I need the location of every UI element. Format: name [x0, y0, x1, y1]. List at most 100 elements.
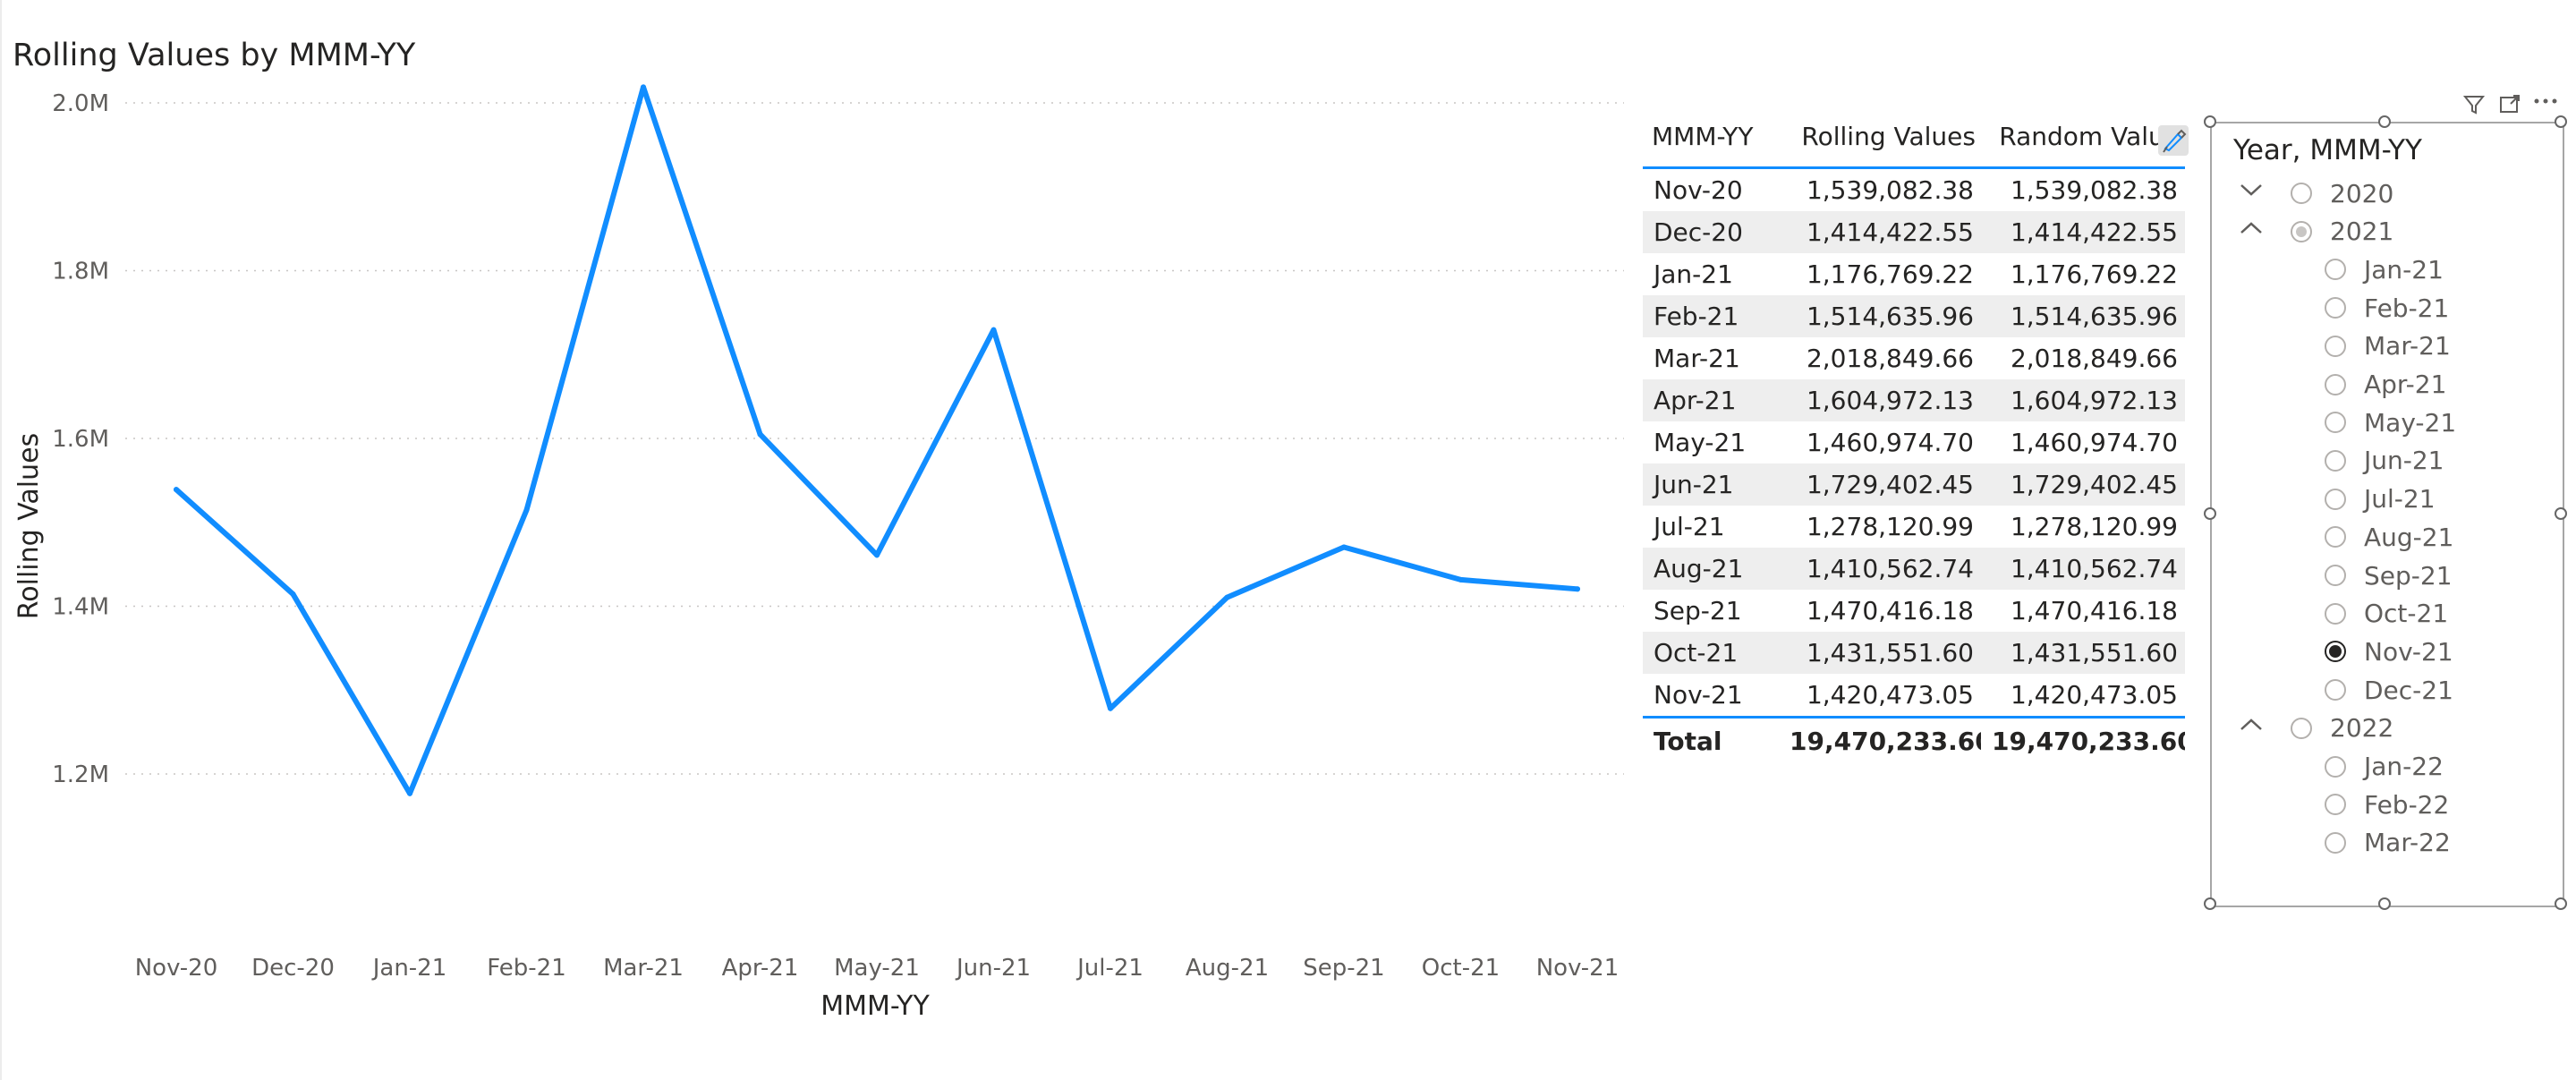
radio-icon[interactable]	[2325, 259, 2346, 281]
table-row[interactable]: Dec-20 1,414,422.55 1,414,422.55	[1643, 211, 2185, 253]
table-row[interactable]: Nov-20 1,539,082.38 1,539,082.38	[1643, 168, 2185, 212]
radio-icon[interactable]	[2325, 373, 2346, 395]
radio-icon[interactable]	[2325, 335, 2346, 357]
resize-handle[interactable]	[2204, 115, 2216, 128]
data-point[interactable]	[290, 591, 296, 597]
slicer-item[interactable]: Mar-22	[2325, 825, 2451, 861]
radio-icon[interactable]	[2325, 449, 2346, 472]
table-row[interactable]: Mar-21 2,018,849.66 2,018,849.66	[1643, 337, 2185, 379]
table-row[interactable]: Nov-21 1,420,473.05 1,420,473.05	[1643, 674, 2185, 719]
column-header-random-value[interactable]: Random Value	[1981, 106, 2185, 169]
slicer-item[interactable]: Oct-21	[2325, 596, 2448, 632]
table-row[interactable]: May-21 1,460,974.70 1,460,974.70	[1643, 421, 2185, 463]
slicer-item[interactable]: Jul-21	[2325, 481, 2436, 517]
slicer-item[interactable]: Aug-21	[2325, 519, 2453, 555]
more-options-icon[interactable]	[2532, 89, 2559, 118]
cell-mmm-yy: Jun-21	[1643, 463, 1779, 506]
y-axis-title: Rolling Values	[13, 433, 45, 619]
slicer-item[interactable]: Feb-21	[2325, 290, 2449, 326]
slicer-item[interactable]: Jan-21	[2325, 251, 2444, 287]
resize-handle[interactable]	[2555, 115, 2567, 128]
data-point[interactable]	[874, 552, 880, 558]
data-point[interactable]	[1458, 576, 1464, 583]
radio-icon[interactable]	[2325, 794, 2346, 816]
cell-random-value: 1,514,635.96	[1981, 295, 2185, 337]
cell-random-value: 1,470,416.18	[2010, 596, 2178, 625]
radio-icon[interactable]	[2325, 412, 2346, 434]
table-row[interactable]: Jan-21 1,176,769.22 1,176,769.22	[1643, 253, 2185, 295]
resize-handle[interactable]	[2555, 507, 2567, 520]
slicer-item[interactable]: Nov-21	[2325, 634, 2453, 669]
radio-icon[interactable]	[2325, 526, 2346, 549]
cell-rolling-values: 1,414,422.55	[1779, 211, 1981, 253]
slicer-item[interactable]: Sep-21	[2325, 557, 2453, 593]
x-tick-label: Mar-21	[603, 955, 684, 982]
radio-icon[interactable]	[2325, 565, 2346, 586]
resize-handle[interactable]	[2555, 897, 2567, 910]
radio-icon[interactable]	[2325, 679, 2346, 702]
table-row[interactable]: Aug-21 1,410,562.74 1,410,562.74	[1643, 548, 2185, 590]
data-point[interactable]	[990, 327, 997, 333]
resize-handle[interactable]	[2378, 897, 2391, 910]
table-row[interactable]: Feb-21 1,514,635.96 1,514,635.96	[1643, 295, 2185, 337]
slicer-item[interactable]: 2022	[2291, 710, 2393, 746]
table-row[interactable]: Jul-21 1,278,120.99 1,278,120.99	[1643, 506, 2185, 548]
data-point[interactable]	[1224, 594, 1230, 600]
data-table: MMM-YY Rolling Values Random Value Nov-2…	[1643, 106, 2185, 763]
chevron-up-icon[interactable]	[2239, 714, 2264, 739]
radio-icon[interactable]	[2325, 755, 2346, 778]
radio-icon[interactable]	[2325, 602, 2346, 625]
radio-icon[interactable]	[2325, 831, 2346, 854]
radio-icon[interactable]	[2325, 488, 2346, 510]
radio-selected-icon[interactable]	[2325, 641, 2346, 663]
filter-icon[interactable]	[2462, 93, 2486, 122]
data-point[interactable]	[1575, 586, 1580, 592]
slicer-item[interactable]: Jun-21	[2325, 443, 2444, 479]
table-row[interactable]: Sep-21 1,470,416.18 1,470,416.18	[1643, 590, 2185, 632]
column-header-rolling-values[interactable]: Rolling Values	[1779, 106, 1981, 169]
slicer-item[interactable]: Apr-21	[2325, 367, 2446, 403]
chevron-up-icon[interactable]	[2239, 217, 2264, 242]
data-point[interactable]	[1108, 705, 1113, 711]
resize-handle[interactable]	[2204, 507, 2216, 520]
radio-icon[interactable]	[2291, 717, 2312, 739]
slicer-item[interactable]: Dec-21	[2325, 672, 2453, 708]
table-visual[interactable]: MMM-YY Rolling Values Random Value Nov-2…	[1643, 106, 2185, 763]
format-painter-button[interactable]	[2158, 125, 2189, 156]
cell-random-value: 1,410,562.74	[1981, 548, 2185, 590]
data-point[interactable]	[757, 431, 763, 438]
slicer-item[interactable]: May-21	[2325, 404, 2456, 440]
data-point[interactable]	[641, 84, 646, 90]
data-point[interactable]	[1341, 544, 1347, 550]
data-point[interactable]	[523, 507, 530, 514]
slicer-item[interactable]: 2020	[2291, 175, 2393, 211]
radio-icon[interactable]	[2291, 183, 2312, 204]
y-tick-label: 1.4M	[52, 594, 109, 621]
data-point[interactable]	[174, 487, 179, 493]
slicer-item-label: Jun-21	[2364, 446, 2444, 476]
series-line[interactable]	[174, 84, 1580, 796]
cell-mmm-yy: Oct-21	[1643, 632, 1779, 674]
slicer-item-label: Oct-21	[2364, 599, 2449, 629]
table-row[interactable]: Oct-21 1,431,551.60 1,431,551.60	[1643, 632, 2185, 674]
table-row[interactable]: Jun-21 1,729,402.45 1,729,402.45	[1643, 463, 2185, 506]
data-point[interactable]	[407, 790, 412, 796]
radio-icon[interactable]	[2291, 220, 2312, 242]
radio-icon[interactable]	[2325, 297, 2346, 319]
slicer-item-label: Feb-21	[2364, 293, 2450, 323]
column-header-mmm-yy[interactable]: MMM-YY	[1643, 106, 1779, 169]
focus-mode-icon[interactable]	[2498, 93, 2521, 122]
slicer-item[interactable]: Jan-22	[2325, 749, 2444, 785]
x-tick-label: May-21	[834, 955, 920, 982]
resize-handle[interactable]	[2204, 897, 2216, 910]
cell-mmm-yy: Jul-21	[1654, 512, 1725, 541]
line-chart[interactable]: 1.2M 1.4M 1.6M 1.8M 2.0M Nov-20 Dec-20 Jan-21 Fe…	[0, 0, 1637, 1080]
resize-handle[interactable]	[2378, 115, 2391, 128]
slicer-item[interactable]: Feb-22	[2325, 787, 2449, 822]
chevron-down-icon[interactable]	[2239, 179, 2264, 204]
slicer-item[interactable]: 2021	[2291, 214, 2393, 250]
cell-rolling-values: 2,018,849.66	[1806, 344, 1974, 373]
cell-rolling-values: 1,420,473.05	[1779, 674, 1981, 719]
slicer-item[interactable]: Mar-21	[2325, 328, 2451, 364]
table-row[interactable]: Apr-21 1,604,972.13 1,604,972.13	[1643, 379, 2185, 421]
